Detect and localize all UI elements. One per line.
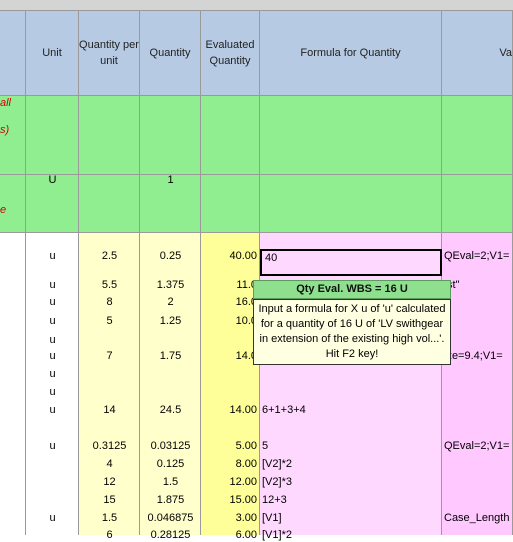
row-10-va[interactable]: QEval=2;V1= [444,440,510,452]
row-14-va[interactable]: Case_Length [444,512,510,524]
row-13-qty[interactable]: 1.875 [156,494,185,506]
row-11-qpu[interactable]: 4 [106,458,113,470]
header-left [0,11,26,95]
row-10-eval[interactable]: 5.00 [235,440,257,452]
row-2-eval[interactable]: 16.0 [235,296,257,308]
row-10-qty[interactable]: 0.03125 [150,440,191,452]
tooltip-body: Input a formula for X u of 'u' calculate… [253,299,451,365]
row-8-unit[interactable]: u [49,404,56,416]
row-5-qty[interactable]: 1.75 [159,350,182,362]
row-10-formula[interactable]: 5 [262,440,269,452]
left-fragment-1: all [0,97,12,109]
row-4-unit[interactable]: u [49,334,56,346]
row-0-va[interactable]: QEval=2;V1= [444,250,510,262]
column-header-qpu[interactable]: Quantity per unit [79,11,140,95]
row-6-unit[interactable]: u [49,368,56,380]
row-8-qty[interactable]: 24.5 [159,404,182,416]
data-column-eval [201,233,260,535]
row-15-qpu[interactable]: 6 [106,529,113,541]
row-15-eval[interactable]: 6.00 [235,529,257,541]
row-0-eval[interactable]: 40.00 [229,250,257,262]
row-1-qty[interactable]: 1.375 [156,279,185,291]
row-1-qpu[interactable]: 5.5 [101,279,118,291]
band-column-left [0,96,26,232]
row-13-formula[interactable]: 12+3 [262,494,287,506]
row-1-eval[interactable]: 11.0 [236,279,257,291]
row-8-eval[interactable]: 14.00 [229,404,257,416]
row-2-qpu[interactable]: 8 [106,296,113,308]
row-3-qpu[interactable]: 5 [106,315,113,327]
data-column-unit [26,233,79,535]
row-14-eval[interactable]: 3.00 [235,512,257,524]
tooltip-title: Qty Eval. WBS = 16 U [253,280,451,299]
row-1-unit[interactable]: u [49,279,56,291]
column-header-formula[interactable]: Formula for Quantity [260,11,442,95]
group-band [0,96,513,232]
band-column-formula [260,96,442,232]
active-cell-value: 40 [265,252,278,264]
row-0-unit[interactable]: u [49,250,56,262]
left-fragment-2: s) [0,124,10,136]
band-column-eval [201,96,260,232]
data-column-formula [260,233,442,535]
column-header-va[interactable]: Va [442,11,513,95]
data-column-va [442,233,513,535]
row-12-formula[interactable]: [V2]*3 [262,476,292,488]
row-15-qty[interactable]: 0.28125 [150,529,191,541]
row-0-qty[interactable]: 0.25 [159,250,182,262]
row-0-qpu[interactable]: 2.5 [101,250,118,262]
row-8-qpu[interactable]: 14 [103,404,116,416]
column-header-strip [0,0,513,11]
row-14-qty[interactable]: 0.046875 [147,512,194,524]
band-column-unit [26,96,79,232]
active-formula-cell[interactable]: 40 [260,249,442,276]
row-14-qpu[interactable]: 1.5 [101,512,118,524]
row-14-formula[interactable]: [V1] [262,512,282,524]
left-fragment-3: e [0,204,7,216]
row-2-unit[interactable]: u [49,296,56,308]
column-header-eval[interactable]: Evaluated Quantity [201,11,260,95]
band-column-qty [140,96,201,232]
row-3-unit[interactable]: u [49,315,56,327]
row-11-eval[interactable]: 8.00 [235,458,257,470]
row-12-qty[interactable]: 1.5 [162,476,179,488]
column-header-qty[interactable]: Quantity [140,11,201,95]
row-7-unit[interactable]: u [49,386,56,398]
row-3-eval[interactable]: 10.0 [235,315,257,327]
row-11-formula[interactable]: [V2]*2 [262,458,292,470]
group-unit[interactable]: U [48,174,57,186]
row-5-qpu[interactable]: 7 [106,350,113,362]
row-11-qty[interactable]: 0.125 [156,458,185,470]
row-10-qpu[interactable]: 0.3125 [92,440,127,452]
row-14-unit[interactable]: u [49,512,56,524]
row-5-va[interactable]: ize=9.4;V1= [444,350,503,362]
data-column-qty [140,233,201,535]
row-13-eval[interactable]: 15.00 [229,494,257,506]
row-15-formula[interactable]: [V1]*2 [262,529,292,541]
row-13-qpu[interactable]: 15 [103,494,116,506]
group-quantity[interactable]: 1 [167,174,174,186]
row-12-qpu[interactable]: 12 [103,476,116,488]
row-10-unit[interactable]: u [49,440,56,452]
band-column-va [442,96,513,232]
row-5-eval[interactable]: 14.0 [235,350,257,362]
row-2-qty[interactable]: 2 [167,296,174,308]
row-1-va[interactable]: tst" [444,279,460,291]
column-header-unit[interactable]: Unit [26,11,79,95]
row-12-eval[interactable]: 12.00 [229,476,257,488]
band-column-qpu [79,96,140,232]
row-3-qty[interactable]: 1.25 [159,315,182,327]
data-column-qpu [79,233,140,535]
row-8-formula[interactable]: 6+1+3+4 [262,404,306,416]
row-5-unit[interactable]: u [49,350,56,362]
data-column-left [0,233,26,535]
